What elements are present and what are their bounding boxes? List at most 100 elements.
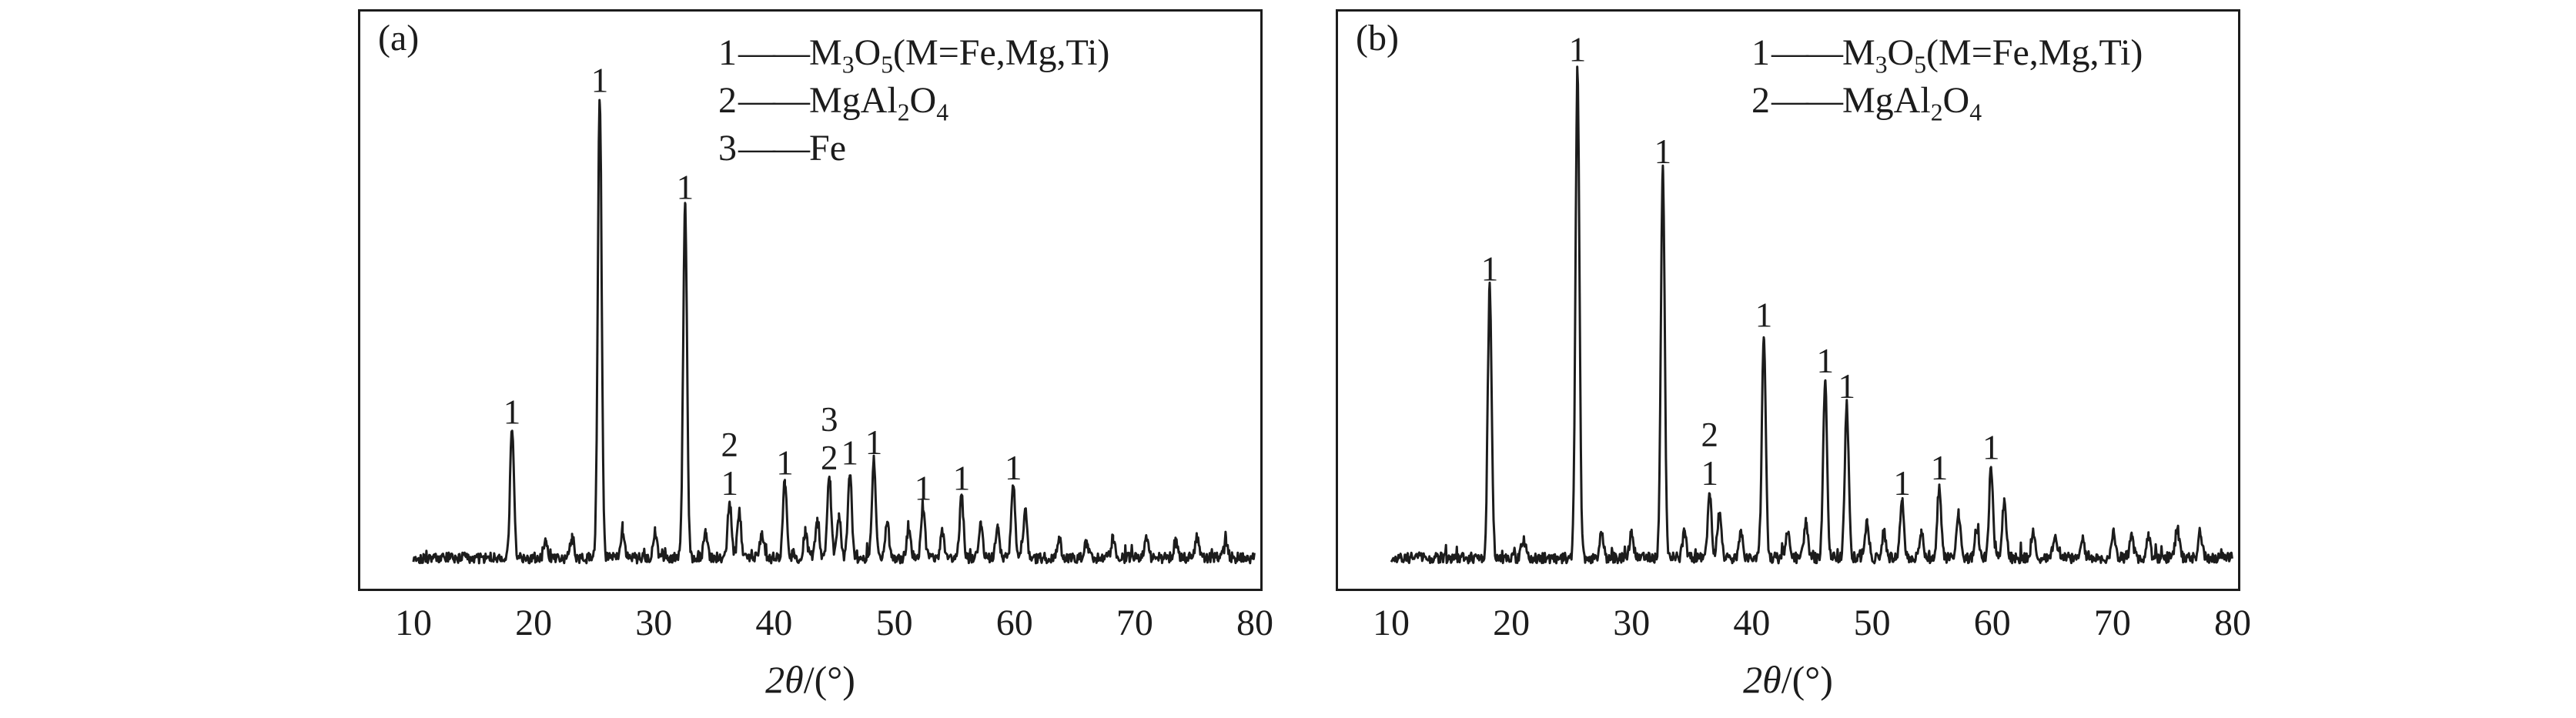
- peak-label: 3: [821, 400, 838, 439]
- legend-formula-part: O: [1887, 32, 1915, 73]
- panel-tag-a: (a): [378, 18, 420, 58]
- legend-formula-part: MgAl: [809, 80, 898, 121]
- legend-item: 1——M3O5(M=Fe,Mg,Ti): [718, 29, 1109, 77]
- peak-label: 1: [591, 61, 609, 99]
- peak-label: 1: [865, 423, 883, 462]
- peak-label: 1: [721, 464, 738, 503]
- x-tick-label: 50: [875, 603, 913, 643]
- x-tick-label: 80: [2214, 603, 2251, 643]
- legend-item-number: 1: [1751, 32, 1770, 73]
- legend-formula-part: 3: [841, 51, 855, 78]
- xrd-trace: [412, 99, 1256, 565]
- legend-formula-part: 5: [881, 51, 894, 78]
- legend-dash: ——: [738, 128, 810, 169]
- x-tick-label: 10: [1373, 603, 1410, 643]
- x-tick-label: 50: [1853, 603, 1891, 643]
- legend-dash: ——: [1771, 80, 1843, 121]
- peak-label: 1: [1816, 342, 1834, 380]
- legend-formula-part: 4: [936, 99, 949, 126]
- legend-formula-part: (M=Fe,Mg,Ti): [893, 32, 1110, 73]
- x-tick-label: 40: [1733, 603, 1771, 643]
- x-tick-label: 40: [755, 603, 793, 643]
- peak-label: 1: [1931, 449, 1949, 487]
- legend-formula: Fe: [809, 128, 846, 169]
- legend-formula-part: 4: [1969, 99, 1982, 126]
- legend-item: 1——M3O5(M=Fe,Mg,Ti): [1751, 29, 2143, 77]
- legend-item: 2——MgAl2O4: [718, 77, 1109, 125]
- x-tick-label: 10: [395, 603, 432, 643]
- legend-formula: MgAl2O4: [1842, 80, 1982, 125]
- peak-label: 1: [953, 459, 971, 497]
- peak-label: 1: [1701, 454, 1719, 493]
- legend-item: 3——Fe: [718, 125, 1109, 172]
- legend-formula-part: O: [909, 80, 937, 121]
- legend-item-number: 1: [718, 32, 737, 73]
- x-tick-label: 20: [515, 603, 553, 643]
- peak-label: 1: [915, 469, 932, 508]
- legend-formula-part: Fe: [809, 128, 846, 169]
- peak-label: 2: [821, 439, 838, 477]
- peak-label: 1: [1893, 464, 1911, 503]
- legend-dash: ——: [738, 32, 810, 73]
- x-tick-label: 70: [1116, 603, 1153, 643]
- peak-label: 1: [503, 392, 521, 431]
- peak-label: 1: [677, 169, 694, 207]
- peak-label: 1: [1838, 367, 1856, 406]
- legend-item-number: 2: [718, 80, 737, 121]
- legend-formula-part: 2: [1930, 99, 1943, 126]
- x-tick-label: 80: [1236, 603, 1273, 643]
- x-tick-label: 70: [2093, 603, 2131, 643]
- plot-border: [358, 9, 1263, 591]
- xrd-trace: [1390, 65, 2233, 565]
- peak-label: 1: [1755, 296, 1773, 334]
- peak-label: 1: [1569, 31, 1587, 69]
- plot-border: [1336, 9, 2240, 591]
- x-tick-label: 20: [1493, 603, 1531, 643]
- x-axis-label-part: /(°): [1781, 658, 1833, 701]
- peak-label: 1: [1982, 429, 2000, 467]
- x-axis-label-part: 2θ: [765, 658, 804, 701]
- legend-formula-part: 5: [1914, 51, 1927, 78]
- x-axis-label-a: 2θ/(°): [358, 659, 1263, 701]
- peak-label: 1: [1005, 449, 1022, 487]
- peak-label: 1: [1481, 250, 1499, 289]
- peak-label: 2: [1701, 416, 1719, 454]
- legend-formula: M3O5(M=Fe,Mg,Ti): [1842, 32, 2143, 77]
- x-axis-label-part: /(°): [803, 658, 855, 701]
- legend-formula-part: M: [1842, 32, 1875, 73]
- peak-label: 2: [721, 426, 738, 464]
- legend-formula-part: O: [1942, 80, 1970, 121]
- legend-formula: M3O5(M=Fe,Mg,Ti): [809, 32, 1110, 77]
- legend-a: 1——M3O5(M=Fe,Mg,Ti) 2——MgAl2O4 3——Fe: [718, 29, 1109, 172]
- legend-item-number: 2: [1751, 80, 1770, 121]
- x-axis-label-b: 2θ/(°): [1336, 659, 2240, 701]
- peak-label: 1: [1654, 132, 1672, 171]
- x-tick-label: 60: [1973, 603, 2011, 643]
- legend-formula-part: MgAl: [1842, 80, 1931, 121]
- legend-formula-part: 3: [1875, 51, 1888, 78]
- legend-b: 1——M3O5(M=Fe,Mg,Ti) 2——MgAl2O4: [1751, 29, 2143, 125]
- peak-label: 1: [841, 433, 859, 472]
- legend-dash: ——: [1771, 32, 1843, 73]
- legend-dash: ——: [738, 80, 810, 121]
- x-tick-label: 60: [995, 603, 1033, 643]
- legend-formula-part: M: [809, 32, 842, 73]
- x-axis-ticks-b: 10 20 30 40 50 60 70 80: [1336, 603, 2251, 650]
- peak-label: 1: [776, 444, 794, 483]
- panel-tag-b: (b): [1356, 18, 1399, 58]
- legend-item: 2——MgAl2O4: [1751, 77, 2143, 125]
- legend-formula: MgAl2O4: [809, 80, 948, 125]
- legend-item-number: 3: [718, 128, 737, 169]
- x-tick-label: 30: [635, 603, 673, 643]
- legend-formula-part: (M=Fe,Mg,Ti): [1926, 32, 2143, 73]
- x-axis-ticks-a: 10 20 30 40 50 60 70 80: [358, 603, 1273, 650]
- x-tick-label: 30: [1613, 603, 1651, 643]
- legend-formula-part: O: [854, 32, 882, 73]
- legend-formula-part: 2: [897, 99, 910, 126]
- x-axis-label-part: 2θ: [1743, 658, 1781, 701]
